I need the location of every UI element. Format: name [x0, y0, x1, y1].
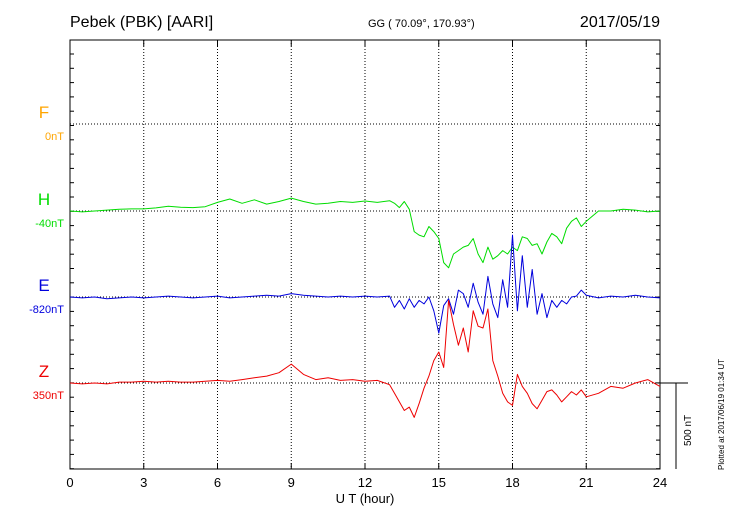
date-label: 2017/05/19	[580, 14, 660, 31]
x-tick-label: 9	[288, 475, 295, 490]
plotted-timestamp: Plotted at 2017/06/19 01:34 UT	[717, 359, 726, 470]
component-z-baseline: 350nT	[33, 390, 64, 402]
x-tick-label: 3	[140, 475, 147, 490]
x-axis-label: U T (hour)	[336, 491, 395, 506]
station-title: Pebek (PBK) [AARI]	[70, 14, 213, 31]
scale-bar-label: 500 nT	[683, 415, 694, 446]
x-tick-label: 0	[66, 475, 73, 490]
plot-frame	[69, 39, 661, 470]
station-coords: GG ( 70.09°, 170.93°)	[368, 18, 475, 30]
series-h-line	[69, 197, 661, 269]
component-e-baseline: -820nT	[29, 304, 64, 316]
series-z-line	[69, 299, 661, 418]
x-axis-ticks: 0 3 6 9 12 15 18 21 24	[66, 40, 667, 490]
component-f-label: F	[39, 103, 49, 122]
x-tick-label: 15	[432, 475, 446, 490]
component-e-label: E	[38, 276, 49, 295]
x-tick-label: 21	[579, 475, 593, 490]
series-lines	[69, 197, 661, 418]
component-z-label: Z	[39, 362, 49, 381]
series-e-line	[69, 234, 661, 334]
x-tick-label: 24	[653, 475, 667, 490]
component-h-label: H	[38, 190, 50, 209]
component-h-baseline: -40nT	[35, 218, 64, 230]
x-tick-label: 18	[505, 475, 519, 490]
x-tick-label: 12	[358, 475, 372, 490]
component-f-baseline: 0nT	[45, 131, 64, 143]
chart-grid	[70, 40, 660, 469]
component-labels: F 0nT H -40nT E -820nT Z 350nT	[29, 103, 64, 402]
x-tick-label: 6	[214, 475, 221, 490]
scale-bar: 500 nT	[660, 382, 694, 469]
